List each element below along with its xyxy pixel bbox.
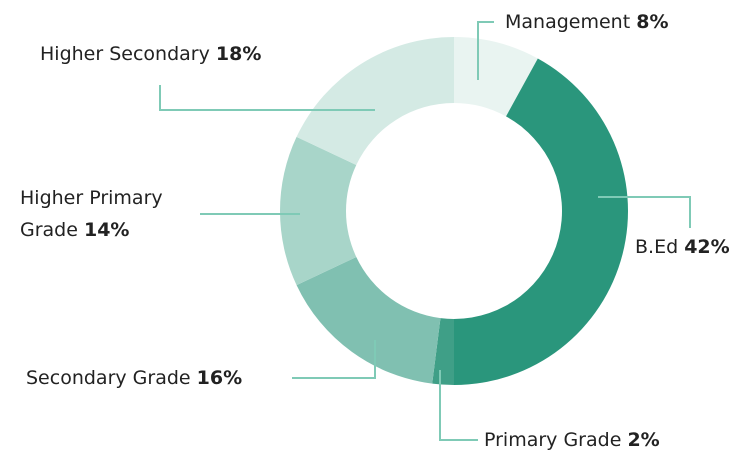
- segment-label: Higher Primary Grade 14%: [20, 182, 200, 246]
- value-label: 14%: [83, 219, 130, 241]
- donut-segment: [454, 37, 538, 117]
- leader-line: [477, 21, 494, 80]
- leader-line: [159, 85, 375, 111]
- category-name: Higher Primary Grade: [20, 187, 163, 241]
- value-label: 18%: [215, 43, 262, 65]
- donut-segment: [296, 256, 441, 384]
- leader-line: [598, 196, 691, 228]
- donut-segment: [280, 136, 357, 286]
- category-name: Secondary Grade: [26, 367, 191, 389]
- segment-label: Management 8%: [505, 6, 668, 38]
- category-name: Management: [505, 11, 631, 33]
- value-label: 2%: [627, 429, 660, 451]
- donut-segment: [296, 37, 454, 166]
- donut-segment: [454, 58, 628, 385]
- segment-label: B.Ed 42%: [635, 231, 730, 263]
- value-label: 42%: [684, 236, 730, 258]
- leader-line: [292, 340, 376, 379]
- segment-label: Secondary Grade 16%: [26, 362, 242, 394]
- segment-label: Higher Secondary 18%: [40, 38, 261, 70]
- value-label: 8%: [636, 11, 669, 33]
- leader-line: [439, 370, 478, 441]
- segment-label: Primary Grade 2%: [484, 424, 660, 456]
- value-label: 16%: [196, 367, 243, 389]
- category-name: Primary Grade: [484, 429, 622, 451]
- category-name: B.Ed: [635, 236, 679, 258]
- donut-segment: [432, 318, 454, 385]
- category-name: Higher Secondary: [40, 43, 210, 65]
